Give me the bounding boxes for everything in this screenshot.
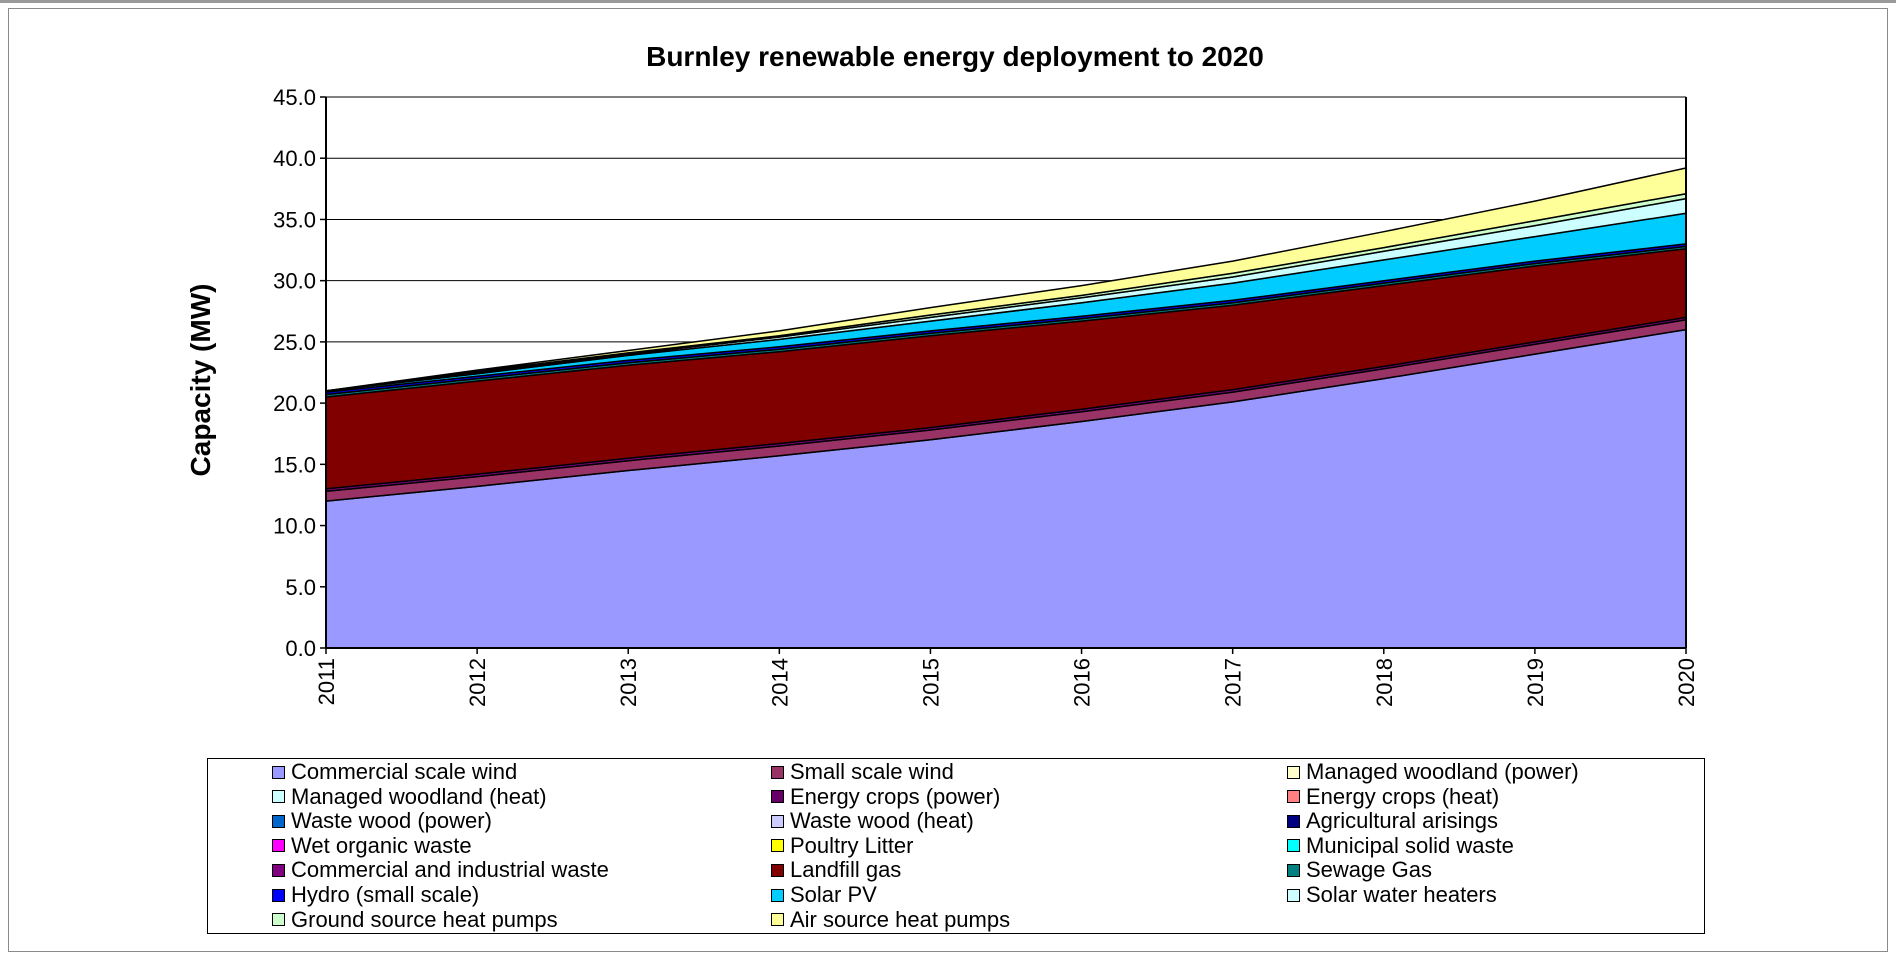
legend-swatch	[272, 913, 285, 927]
legend-label: Agricultural arisings	[1306, 808, 1498, 834]
x-tick-label: 2015	[918, 658, 943, 707]
legend-item: Energy crops (power)	[771, 783, 1001, 809]
legend-item: Wet organic waste	[272, 832, 472, 858]
legend-swatch	[272, 863, 285, 877]
legend-item: Ground source heat pumps	[272, 906, 558, 932]
legend-label: Ground source heat pumps	[291, 906, 558, 932]
y-tick-label: 15.0	[273, 452, 316, 477]
legend-item: Waste wood (heat)	[771, 808, 974, 834]
legend-item: Commercial and industrial waste	[272, 857, 609, 883]
y-tick-label: 40.0	[273, 146, 316, 171]
y-tick-label: 45.0	[273, 85, 316, 110]
legend-swatch	[1287, 839, 1300, 853]
y-tick-label: 10.0	[273, 514, 316, 539]
legend-label: Municipal solid waste	[1306, 832, 1514, 858]
legend-swatch	[771, 790, 784, 804]
chart-title: Burnley renewable energy deployment to 2…	[646, 41, 1264, 72]
legend-swatch	[272, 888, 285, 902]
legend-swatch	[272, 790, 285, 804]
legend-label: Small scale wind	[790, 759, 954, 784]
x-tick-label: 2013	[616, 658, 641, 707]
legend-swatch	[1287, 790, 1300, 804]
legend-label: Waste wood (heat)	[790, 808, 974, 834]
y-axis-label: Capacity (MW)	[185, 284, 216, 477]
legend-label: Hydro (small scale)	[291, 882, 480, 907]
x-tick-label: 2012	[465, 658, 490, 707]
x-tick-label: 2014	[767, 658, 792, 707]
legend-label: Wet organic waste	[291, 832, 472, 858]
x-tick-label: 2018	[1372, 658, 1397, 707]
legend-label: Waste wood (power)	[291, 808, 492, 834]
legend-label: Managed woodland (heat)	[291, 783, 547, 809]
legend-swatch	[771, 814, 784, 828]
legend-label: Solar PV	[790, 882, 877, 907]
y-tick-label: 0.0	[285, 636, 316, 661]
legend-item: Municipal solid waste	[1287, 832, 1514, 858]
legend-label: Landfill gas	[790, 857, 902, 883]
x-tick-label: 2016	[1070, 658, 1095, 707]
y-tick-label: 5.0	[285, 575, 316, 600]
legend-label: Air source heat pumps	[790, 906, 1011, 932]
legend-item: Commercial scale wind	[272, 759, 518, 784]
legend-item: Sewage Gas	[1287, 857, 1432, 883]
legend-swatch	[272, 814, 285, 828]
chart-legend: Commercial scale wind Small scale wind Man…	[207, 758, 1705, 934]
legend-item: Agricultural arisings	[1287, 808, 1498, 834]
x-tick-label: 2020	[1674, 658, 1699, 707]
legend-item: Solar water heaters	[1287, 882, 1497, 907]
legend-label: Poultry Litter	[790, 832, 914, 858]
top-border	[0, 0, 1896, 3]
legend-swatch	[771, 888, 784, 902]
y-tick-label: 35.0	[273, 207, 316, 232]
legend-label: Energy crops (power)	[790, 783, 1001, 809]
legend-item: Hydro (small scale)	[272, 882, 480, 907]
legend-swatch	[1287, 814, 1300, 828]
legend-swatch	[1287, 863, 1300, 877]
axis-layer: 0.0 5.0 10.0 15.0 20.0 25.0 30.0 35.0 40.0 45.0 20…	[273, 85, 1699, 707]
legend-swatch	[771, 913, 784, 927]
legend-item: Poultry Litter	[771, 832, 914, 858]
legend-item: Managed woodland (power)	[1287, 759, 1579, 784]
legend-item: Solar PV	[771, 882, 877, 907]
legend-swatch	[771, 863, 784, 877]
legend-label: Managed woodland (power)	[1306, 759, 1579, 784]
x-tick-label: 2017	[1221, 658, 1246, 707]
legend-item: Landfill gas	[771, 857, 902, 883]
y-tick-label: 25.0	[273, 330, 316, 355]
x-tick-label: 2019	[1523, 658, 1548, 707]
x-tick-label: 2011	[314, 658, 339, 705]
legend-label: Energy crops (heat)	[1306, 783, 1500, 809]
legend-swatch	[771, 839, 784, 853]
legend-label: Commercial and industrial waste	[291, 857, 609, 883]
legend-item: Waste wood (power)	[272, 808, 492, 834]
legend-item: Managed woodland (heat)	[272, 783, 547, 809]
legend-label: Solar water heaters	[1306, 882, 1497, 907]
y-tick-label: 20.0	[273, 391, 316, 416]
legend-item: Small scale wind	[771, 759, 954, 784]
legend-item: Energy crops (heat)	[1287, 783, 1500, 809]
legend-swatch	[1287, 765, 1300, 779]
legend-label: Sewage Gas	[1306, 857, 1432, 883]
legend-swatch	[771, 765, 784, 779]
y-tick-label: 30.0	[273, 269, 316, 294]
legend-swatch	[272, 839, 285, 853]
legend-item: Air source heat pumps	[771, 906, 1011, 932]
legend-swatch	[1287, 888, 1300, 902]
legend-swatch	[272, 765, 285, 779]
legend-label: Commercial scale wind	[291, 759, 518, 784]
area-layer	[325, 167, 1687, 649]
